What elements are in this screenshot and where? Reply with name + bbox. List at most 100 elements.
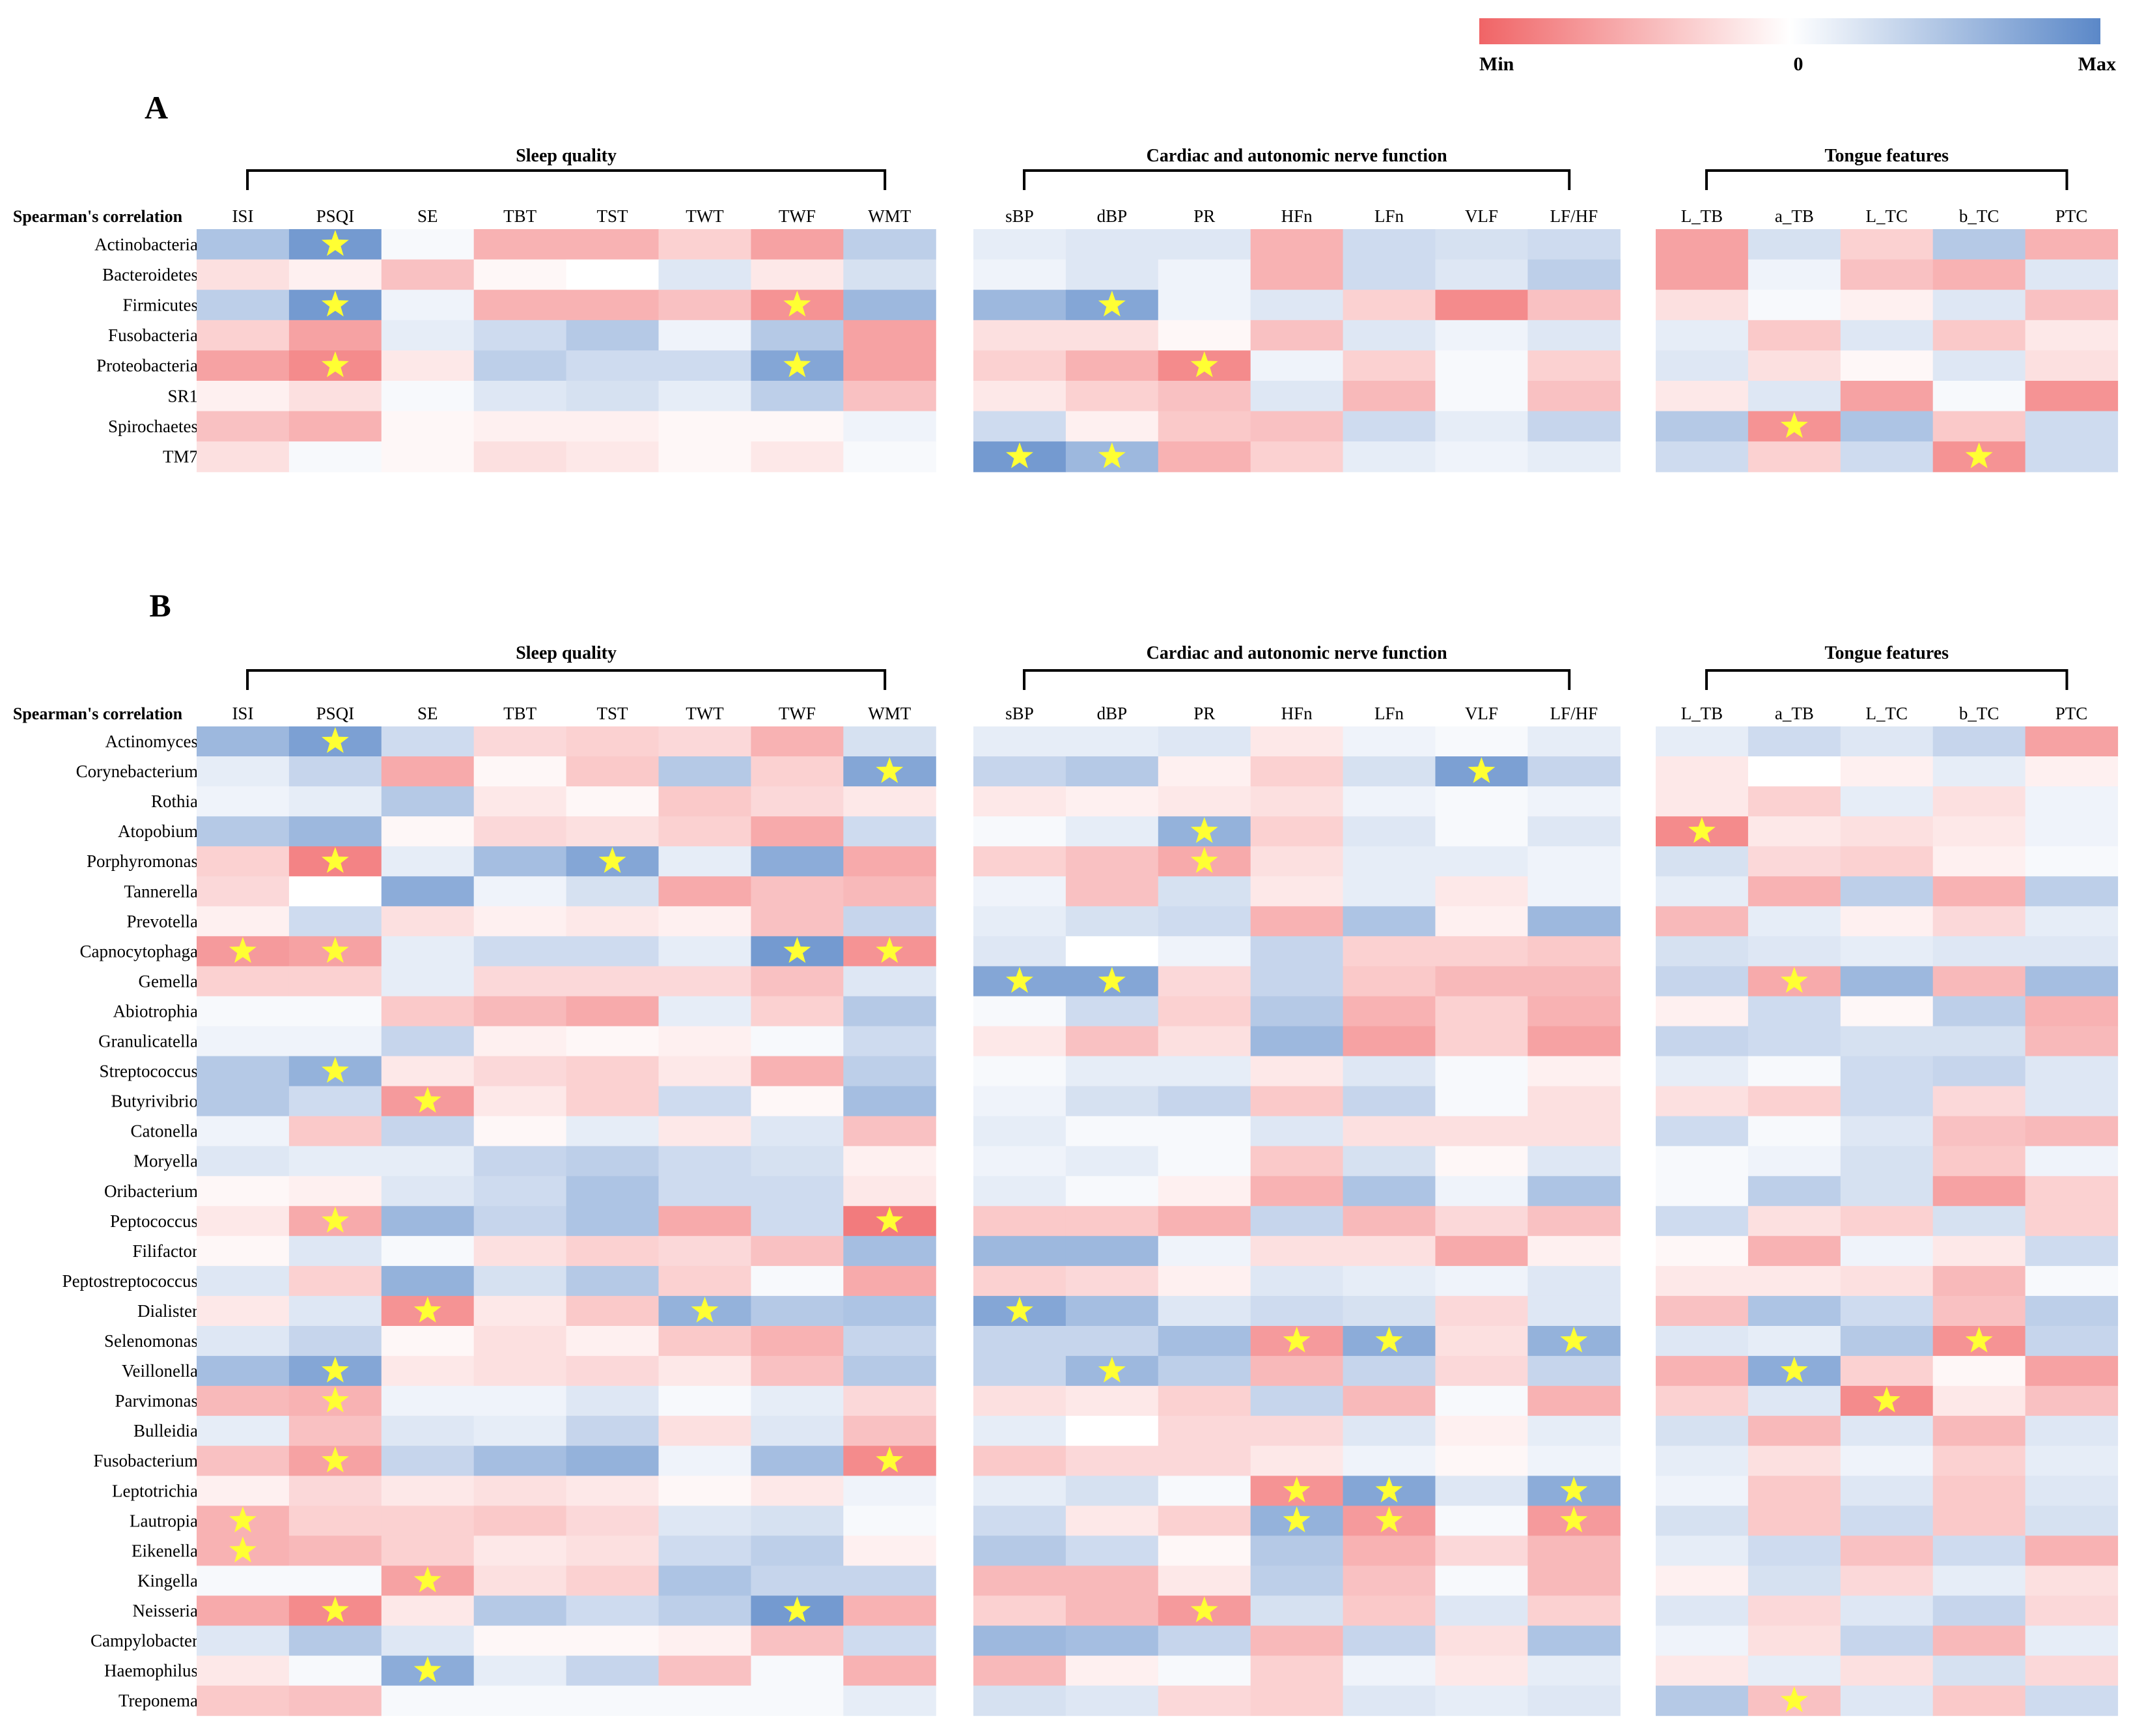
significance-star-icon [783, 937, 811, 963]
heatmap-cell [473, 1026, 567, 1057]
column-label-tst: TST [597, 206, 629, 226]
heatmap-cell [1343, 1416, 1436, 1446]
heatmap-cell [1656, 1386, 1749, 1416]
heatmap-cell [1840, 320, 1934, 351]
heatmap-cell [473, 259, 567, 290]
heatmap-cell [1343, 1176, 1436, 1207]
heatmap-cell [1158, 966, 1251, 997]
significance-star-icon [1873, 1386, 1901, 1412]
heatmap-cell [1158, 936, 1251, 967]
group-bracket [1705, 169, 2068, 190]
heatmap-cell [658, 1176, 751, 1207]
heatmap-cell [751, 786, 844, 817]
heatmap-cell [1435, 1536, 1528, 1566]
heatmap-cell [1748, 320, 1841, 351]
row-label-bacteroidetes: Bacteroidetes [102, 265, 198, 284]
heatmap-cell [2025, 1506, 2119, 1536]
heatmap-cell [381, 1595, 475, 1626]
heatmap-cell [197, 876, 290, 907]
heatmap-cell [1656, 1056, 1749, 1087]
heatmap-cell [1343, 1625, 1436, 1657]
heatmap-cell [2025, 1536, 2119, 1566]
heatmap-cell [751, 1446, 844, 1476]
heatmap-cell [1656, 229, 1749, 260]
heatmap-cell [197, 229, 290, 260]
heatmap-cell [473, 1326, 567, 1357]
significance-star-icon [1283, 1327, 1311, 1353]
heatmap-cell [1840, 411, 1934, 442]
heatmap-cell [1435, 1086, 1528, 1117]
heatmap-cell [1343, 1595, 1436, 1626]
heatmap-cell [1065, 320, 1159, 351]
heatmap-cell [1527, 816, 1621, 847]
heatmap-cell [197, 906, 290, 937]
heatmap-cell [1840, 816, 1934, 847]
heatmap-cell [658, 936, 751, 967]
heatmap-cell [1435, 229, 1528, 260]
heatmap-cell [1527, 1565, 1621, 1596]
heatmap-cell [843, 906, 936, 937]
heatmap-cell [1158, 1295, 1251, 1327]
heatmap-cell [1748, 936, 1841, 967]
significance-star-icon [783, 351, 811, 378]
heatmap-cell [1656, 1176, 1749, 1207]
significance-star-icon [1780, 967, 1808, 993]
significance-star-icon [691, 1297, 719, 1323]
column-label-a-tb: a_TB [1775, 206, 1814, 226]
heatmap-cell [381, 1116, 475, 1147]
row-label-fusobacterium: Fusobacterium [94, 1451, 198, 1470]
heatmap-cell [566, 1206, 660, 1237]
heatmap-cell [843, 1265, 936, 1297]
heatmap-cell [1656, 756, 1749, 787]
heatmap-cell [473, 350, 567, 381]
heatmap-cell [1065, 1565, 1159, 1596]
heatmap-cell [197, 726, 290, 757]
heatmap-cell [1158, 786, 1251, 817]
heatmap-cell [1932, 1506, 2026, 1536]
column-label-lf-hf: LF/HF [1550, 704, 1598, 723]
heatmap-cell [1250, 1206, 1344, 1237]
heatmap-cell [473, 1655, 567, 1687]
heatmap-cell [2025, 1565, 2119, 1596]
heatmap-cell [973, 906, 1066, 937]
significance-star-icon [321, 1386, 349, 1412]
heatmap-cell [658, 1206, 751, 1237]
heatmap-cell [381, 756, 475, 787]
heatmap-cell [1250, 726, 1344, 757]
heatmap-cell [751, 1565, 844, 1596]
heatmap-cell [566, 441, 660, 473]
heatmap-cell [197, 1265, 290, 1297]
heatmap-cell [658, 1506, 751, 1536]
heatmap-cell [473, 996, 567, 1027]
heatmap-cell [751, 320, 844, 351]
heatmap-cell [1748, 1446, 1841, 1476]
row-label-kingella: Kingella [137, 1571, 198, 1590]
heatmap-cell [1343, 966, 1436, 997]
heatmap-cell [1840, 1056, 1934, 1087]
heatmap-cell [973, 936, 1066, 967]
heatmap-cell [1527, 906, 1621, 937]
heatmap-cell [381, 1176, 475, 1207]
heatmap-cell [1932, 290, 2026, 321]
heatmap-cell [1435, 786, 1528, 817]
heatmap-cell [1527, 441, 1621, 473]
heatmap-cell [1748, 726, 1841, 757]
heatmap-cell [843, 1536, 936, 1566]
heatmap-cell [381, 1026, 475, 1057]
heatmap-cell [1840, 381, 1934, 412]
group-bracket [246, 169, 887, 190]
heatmap-cell [1748, 1536, 1841, 1566]
heatmap-cell [1527, 1206, 1621, 1237]
heatmap-cell [1527, 936, 1621, 967]
heatmap-cell [1435, 906, 1528, 937]
heatmap-cell [658, 1685, 751, 1716]
heatmap-cell [751, 1506, 844, 1536]
significance-star-icon [413, 1566, 441, 1593]
heatmap-cell [973, 1206, 1066, 1237]
heatmap-cell [751, 1326, 844, 1357]
heatmap-cell [566, 1176, 660, 1207]
heatmap-cell [751, 726, 844, 757]
heatmap-cell [2025, 1265, 2119, 1297]
heatmap-cell [751, 1295, 844, 1327]
heatmap-cell [381, 1506, 475, 1536]
